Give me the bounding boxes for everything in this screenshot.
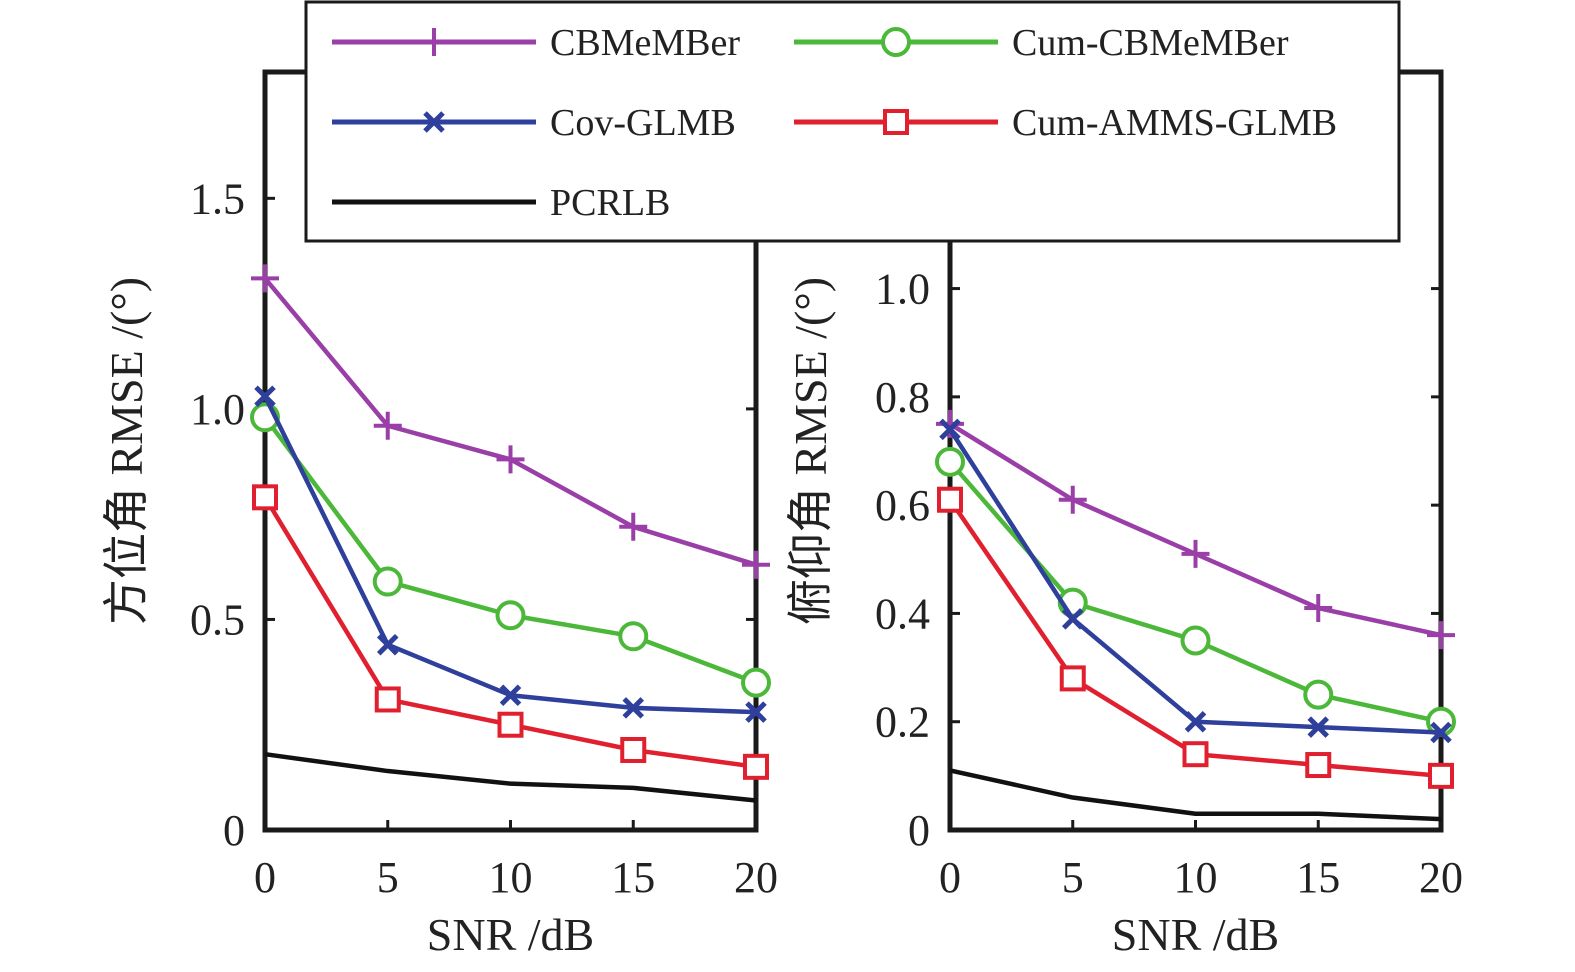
legend-label: Cum-AMMS-GLMB [1012,102,1337,144]
data-point [373,411,402,440]
data-point [376,633,399,656]
legend-marker [883,109,909,135]
series-cov-glmb [939,418,1452,744]
data-point [1305,752,1332,779]
data-point [252,484,278,511]
series-cum-amms-glmb [252,484,769,780]
data-point [374,686,401,713]
series-pcrlb [264,751,757,803]
data-point [935,446,965,477]
legend-entry-cum-cbmember: Cum-CBMeMBer [794,22,1289,64]
legend-marker [881,27,911,57]
y-axis-label: 俯仰角 RMSE /(°) [785,277,836,625]
series-cbmember [251,264,770,579]
data-point [1307,716,1330,738]
x-tick-label: 15 [1296,853,1340,902]
y-tick-label: 0.4 [875,589,930,638]
data-point [1184,710,1207,733]
data-point [1180,625,1211,656]
series-line [948,460,1442,724]
x-tick-label: 10 [1174,853,1218,902]
series-cov-glmb [254,385,767,723]
x-tick-label: 0 [254,853,276,902]
data-point [1181,539,1210,568]
data-point [939,418,961,441]
x-tick-label: 10 [489,853,533,902]
data-point [372,566,403,597]
data-point [1303,679,1334,710]
y-tick-label: 1.0 [875,265,930,314]
series-line [949,768,1442,822]
legend-label: PCRLB [550,182,670,224]
data-point [743,753,769,780]
x-tick-label: 5 [377,853,399,902]
x-axis-label: SNR /dB [1112,909,1279,960]
data-point [496,445,525,474]
chart-panel-1: 0 5 10 15 20 0 0.5 1.0 1.5 SNR /dB 方位角 RMSE /(°) [101,69,778,960]
data-point [497,711,524,738]
series-line [262,395,757,715]
series-line [264,751,757,803]
data-point [495,600,526,631]
data-point [254,385,276,408]
y-tick-label: 0.6 [875,481,930,530]
series-cum-amms-glmb [937,486,1454,789]
data-point [1304,594,1333,623]
data-point [742,550,770,579]
data-point [936,409,964,438]
data-point [745,701,767,723]
y-tick-label: 0.5 [190,595,245,644]
data-point [741,667,771,698]
data-point [618,621,649,652]
legend-entry-cov-glmb: Cov-GLMB [332,102,736,144]
data-point [251,264,279,293]
legend-label: Cum-CBMeMBer [1012,22,1289,64]
data-point [1428,762,1454,789]
legend-label: CBMeMBer [550,22,740,64]
legend: CBMeMBer Cum-CBMeMBer Cov-GLMB Cum-AMMS-GLM… [304,0,1401,243]
legend-entry-cum-amms-glmb: Cum-AMMS-GLMB [794,102,1337,144]
data-point [1058,485,1087,514]
legend-marker [423,111,445,133]
data-point [499,684,522,707]
data-point [1061,608,1084,630]
data-point [622,697,645,719]
y-tick-label: 0.8 [875,373,930,422]
legend-entry-pcrlb: PCRLB [332,182,670,224]
series-pcrlb [949,768,1442,822]
x-tick-label: 15 [611,853,655,902]
legend-marker [420,28,448,56]
x-axis-label: SNR /dB [427,909,594,960]
y-tick-label: 0 [908,806,930,855]
x-tick-label: 5 [1062,853,1084,902]
y-tick-label: 0.2 [875,698,930,747]
chart-panel-2: 0 5 10 15 20 0 0.2 0.4 0.6 0.8 1.0 SNR /dB 俯仰角 RMSE … [785,69,1463,960]
y-axis-label: 方位角 RMSE /(°) [101,277,152,625]
y-tick-label: 0 [223,806,245,855]
data-point [1059,665,1086,692]
legend-entry-cbmember: CBMeMBer [332,22,740,64]
y-tick-label: 1.0 [190,385,245,434]
data-point [937,486,963,513]
x-tick-label: 20 [1419,853,1463,902]
x-tick-label: 0 [939,853,961,902]
series-line [263,276,757,567]
data-point [620,736,647,763]
data-point [1430,721,1452,744]
data-point [1182,741,1209,768]
x-tick-label: 20 [734,853,778,902]
series-line [948,428,1442,735]
y-tick-label: 1.5 [190,174,245,223]
legend-label: Cov-GLMB [550,102,736,144]
data-point [1427,621,1455,650]
data-point [619,512,648,541]
